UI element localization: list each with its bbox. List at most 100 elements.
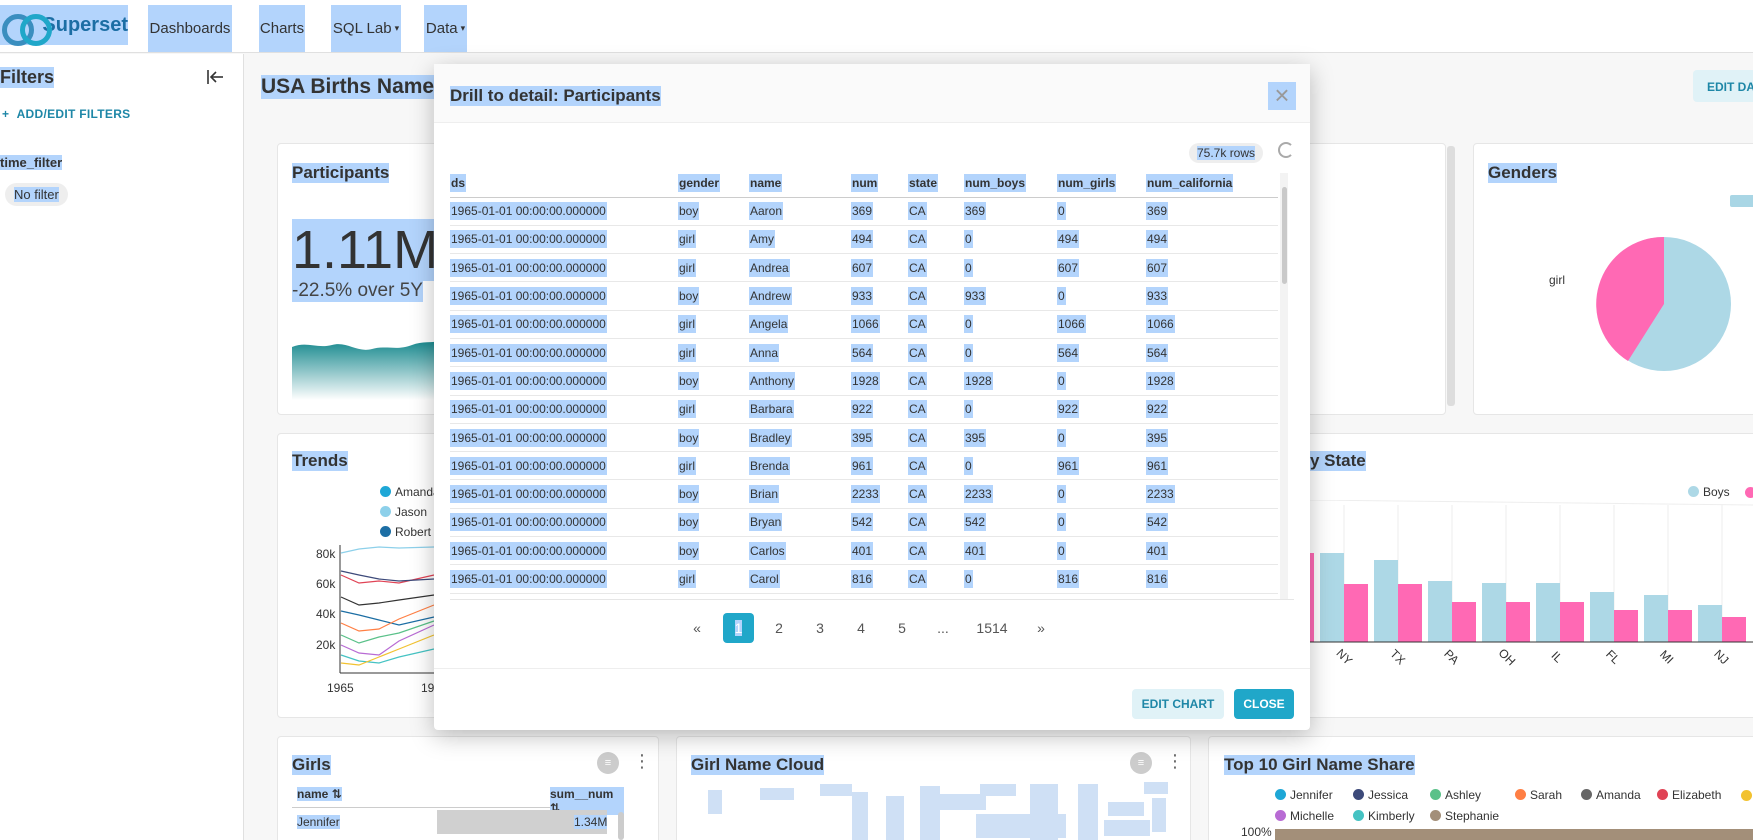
table-row: Jennifer 1.34M (292, 810, 624, 834)
pager-prev[interactable]: « (693, 620, 701, 636)
table-cell-ds: 1965-01-01 00:00:00.000000 (450, 423, 678, 453)
time-filter-value[interactable]: No filter (5, 183, 68, 206)
column-header-num-california[interactable]: num_california (1146, 169, 1278, 198)
filter-icon[interactable]: ≡ (597, 752, 619, 774)
nav-charts[interactable]: Charts (259, 5, 305, 52)
nav-dashboards[interactable]: Dashboards (148, 5, 232, 52)
legend-dot (1275, 810, 1286, 821)
pager-page-3[interactable]: 3 (816, 620, 824, 636)
cell-text: 0 (964, 230, 973, 249)
pager-next[interactable]: » (1037, 620, 1045, 636)
cell-text: 542 (1146, 513, 1169, 532)
table-cell-num-girls: 0 (1057, 366, 1146, 396)
table-cell-gender: boy (678, 479, 749, 509)
column-header-ds[interactable]: ds (450, 169, 678, 198)
table-cell-num-girls: 816 (1057, 564, 1146, 594)
pager-label: 1 (734, 620, 743, 636)
top10-legend-item[interactable]: Elizabeth (1657, 788, 1721, 802)
modal-header: Drill to detail: Participants × (434, 64, 1310, 123)
cell-text: 607 (1057, 258, 1080, 277)
table-row: 1965-01-01 00:00:00.000000 boy Anthony 1928… (450, 366, 1278, 396)
column-header-label: state (908, 173, 939, 192)
collapse-sidebar-icon[interactable] (205, 67, 225, 87)
column-header-name[interactable]: name (749, 169, 851, 198)
pager-page-1[interactable]: 1 (723, 613, 754, 643)
pager-page-2[interactable]: 2 (775, 620, 783, 636)
col-name-header[interactable]: name ⇅ (297, 787, 342, 801)
edit-dashboard-button[interactable]: EDIT DASHBOARD (1693, 70, 1753, 102)
cell-text: boy (678, 202, 700, 221)
more-menu-icon[interactable] (1166, 751, 1184, 772)
superset-logo-icon (2, 14, 53, 46)
cell-text: 1965-01-01 00:00:00.000000 (450, 202, 607, 221)
cell-text: 0 (964, 343, 973, 362)
column-header-state[interactable]: state (908, 169, 964, 198)
refresh-icon[interactable] (1278, 142, 1294, 158)
cell-text: 0 (1057, 485, 1066, 504)
table-cell-num-boys: 0 (964, 253, 1057, 283)
cell-text: girl (678, 258, 697, 277)
close-button[interactable]: CLOSE (1234, 689, 1294, 719)
cell-text: CA (908, 371, 927, 390)
table-cell-ds: 1965-01-01 00:00:00.000000 (450, 281, 678, 311)
close-icon[interactable]: × (1268, 82, 1296, 110)
table-cell-num-california: 933 (1146, 281, 1278, 311)
table-scroll-thumb[interactable] (1282, 187, 1287, 284)
nav-data[interactable]: Data ▾ (424, 5, 467, 52)
top10-legend-item[interactable]: Michelle (1275, 809, 1334, 823)
trends-legend-item[interactable]: Jason (380, 505, 427, 519)
legend-label: Kimberly (1368, 809, 1415, 823)
participants-sparkline (292, 341, 442, 400)
legend-label: Stephanie (1445, 809, 1500, 823)
superset-logo[interactable]: Superset (0, 5, 128, 46)
top10-legend-item[interactable]: Ashley (1430, 788, 1481, 802)
edit-chart-button[interactable]: EDIT CHART (1132, 689, 1224, 719)
table-cell-state: CA (908, 564, 964, 594)
pager-ellipsis[interactable]: ... (937, 620, 949, 636)
trends-legend-item[interactable]: Amanda (380, 485, 440, 499)
pager-page-last[interactable]: 1514 (976, 620, 1008, 636)
cell-text: CA (908, 570, 927, 588)
top10-area-chart (1275, 829, 1753, 840)
add-edit-filters-button[interactable]: + ADD/EDIT FILTERS (2, 107, 131, 121)
top10-legend-item[interactable]: Stephanie (1430, 809, 1499, 823)
table-cell-name: Bradley (749, 423, 851, 453)
table-row: 1965-01-01 00:00:00.000000 girl Amy 494 CA 0 4… (450, 225, 1278, 255)
cell-text: 1965-01-01 00:00:00.000000 (450, 371, 607, 390)
cell-text: 401 (964, 541, 987, 560)
trends-line-chart (339, 545, 435, 674)
nav-sql-lab[interactable]: SQL Lab ▾ (331, 5, 401, 52)
by-state-legend-boys[interactable]: Boys (1688, 485, 1730, 499)
column-header-num-girls[interactable]: num_girls (1057, 169, 1146, 198)
cell-text: 369 (964, 202, 987, 221)
trends-legend-item[interactable]: Robert (380, 525, 431, 539)
pager-page-4[interactable]: 4 (857, 620, 865, 636)
girls-table-scrollbar[interactable] (618, 812, 624, 840)
top10-legend-item[interactable]: Sarah (1515, 788, 1562, 802)
filter-icon[interactable]: ≡ (1130, 752, 1152, 774)
top10-legend-item[interactable]: Kimberly (1353, 809, 1415, 823)
pager-page-5[interactable]: 5 (898, 620, 906, 636)
table-cell-name: Brian (749, 479, 851, 509)
row-value: 1.34M (574, 815, 608, 829)
caret-down-icon: ▾ (460, 23, 466, 33)
top10-legend-item[interactable]: Amanda (1581, 788, 1641, 802)
cell-text: CA (908, 287, 927, 306)
dashboard-title: USA Births Names (261, 75, 446, 99)
column-header-num[interactable]: num (851, 169, 908, 198)
cell-text: 961 (1146, 456, 1169, 475)
top10-legend-item[interactable]: Jessica (1353, 788, 1408, 802)
more-menu-icon[interactable] (633, 751, 651, 772)
table-cell-ds: 1965-01-01 00:00:00.000000 (450, 310, 678, 339)
column-header-gender[interactable]: gender (678, 169, 749, 198)
table-scroll-track[interactable] (1280, 173, 1288, 599)
table-cell-num-boys: 1928 (964, 366, 1057, 396)
table-cell-num-boys: 395 (964, 423, 1057, 453)
row-count-text: 75.7k rows (1197, 146, 1256, 160)
legend-dot (1581, 789, 1592, 800)
column-header-num-boys[interactable]: num_boys (964, 169, 1057, 198)
cell-text: Angela (749, 315, 789, 334)
dashboard-scrollbar[interactable] (1447, 146, 1455, 406)
top10-legend-item[interactable]: Jennifer (1275, 788, 1333, 802)
cell-text: 0 (964, 456, 973, 475)
